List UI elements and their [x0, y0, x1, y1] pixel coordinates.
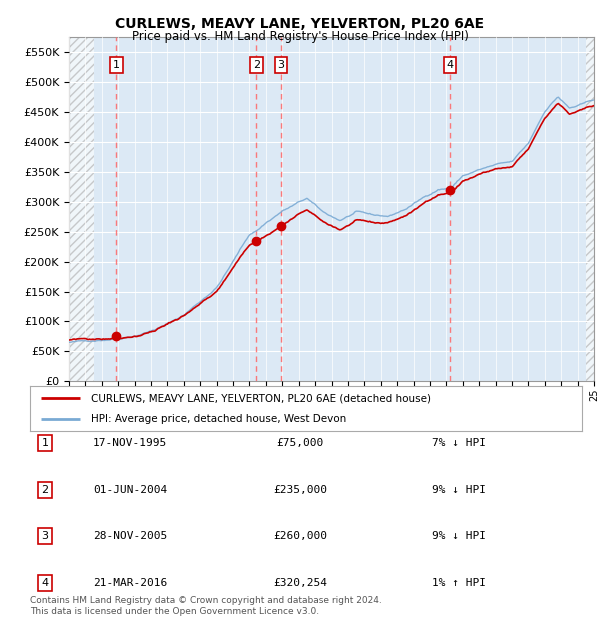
Text: 21-MAR-2016: 21-MAR-2016	[93, 578, 167, 588]
Text: 28-NOV-2005: 28-NOV-2005	[93, 531, 167, 541]
Text: 2: 2	[253, 60, 260, 69]
Text: 4: 4	[446, 60, 454, 69]
Text: 3: 3	[41, 531, 49, 541]
Text: 1% ↑ HPI: 1% ↑ HPI	[432, 578, 486, 588]
Text: 3: 3	[277, 60, 284, 69]
Text: 9% ↓ HPI: 9% ↓ HPI	[432, 531, 486, 541]
Text: 2: 2	[41, 485, 49, 495]
Text: 1: 1	[113, 60, 120, 69]
Text: 17-NOV-1995: 17-NOV-1995	[93, 438, 167, 448]
Text: £320,254: £320,254	[273, 578, 327, 588]
Bar	[69, 37, 94, 381]
Text: £260,000: £260,000	[273, 531, 327, 541]
Text: 4: 4	[41, 578, 49, 588]
Text: 01-JUN-2004: 01-JUN-2004	[93, 485, 167, 495]
Text: CURLEWS, MEAVY LANE, YELVERTON, PL20 6AE (detached house): CURLEWS, MEAVY LANE, YELVERTON, PL20 6AE…	[91, 393, 431, 404]
Text: £235,000: £235,000	[273, 485, 327, 495]
Text: CURLEWS, MEAVY LANE, YELVERTON, PL20 6AE: CURLEWS, MEAVY LANE, YELVERTON, PL20 6AE	[115, 17, 485, 32]
Bar	[586, 37, 594, 381]
Text: HPI: Average price, detached house, West Devon: HPI: Average price, detached house, West…	[91, 414, 346, 424]
Text: Price paid vs. HM Land Registry's House Price Index (HPI): Price paid vs. HM Land Registry's House …	[131, 30, 469, 43]
Text: Contains HM Land Registry data © Crown copyright and database right 2024.
This d: Contains HM Land Registry data © Crown c…	[30, 596, 382, 616]
Text: 9% ↓ HPI: 9% ↓ HPI	[432, 485, 486, 495]
Text: 1: 1	[41, 438, 49, 448]
Text: £75,000: £75,000	[277, 438, 323, 448]
Text: 7% ↓ HPI: 7% ↓ HPI	[432, 438, 486, 448]
